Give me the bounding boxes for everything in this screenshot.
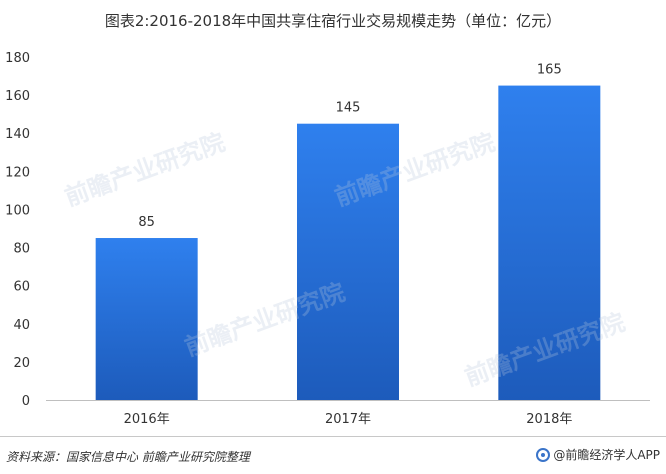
brand-logo-icon (536, 447, 551, 462)
y-tick-label: 140 (5, 127, 30, 142)
brand-label: @前瞻经济学人APP (553, 448, 660, 462)
y-tick-label: 60 (13, 280, 30, 295)
bar-value-label: 165 (537, 63, 562, 78)
x-tick-label: 2017年 (325, 412, 371, 427)
bar-2016年 (95, 238, 198, 400)
y-tick-label: 160 (5, 89, 30, 104)
bar-2018年 (498, 85, 601, 400)
y-tick-label: 80 (13, 242, 30, 257)
source-note: 资料来源：国家信息中心 前瞻产业研究院整理 (6, 450, 250, 464)
bar-value-label: 145 (336, 101, 361, 116)
chart-title: 图表2:2016-2018年中国共享住宿行业交易规模走势（单位：亿元） (104, 12, 562, 30)
y-tick-label: 120 (5, 165, 30, 180)
bar-2017年 (297, 123, 399, 400)
bars (95, 85, 601, 400)
x-tick-label: 2016年 (124, 412, 170, 427)
y-tick-label: 0 (22, 394, 30, 409)
brand: @前瞻经济学人APP (536, 446, 660, 463)
y-tick-label: 20 (13, 356, 30, 371)
data-labels: 85 145 165 (138, 63, 561, 230)
y-tick-label: 40 (13, 318, 30, 333)
y-tick-label: 100 (5, 203, 30, 218)
x-tick-label: 2018年 (526, 412, 572, 427)
footer-divider (0, 436, 666, 437)
x-axis-ticks: 2016年 2017年 2018年 (124, 412, 573, 427)
bar-value-label: 85 (138, 215, 155, 230)
y-tick-label: 180 (5, 51, 30, 66)
y-axis-ticks: 0 20 40 60 80 100 120 140 160 180 (5, 51, 30, 409)
